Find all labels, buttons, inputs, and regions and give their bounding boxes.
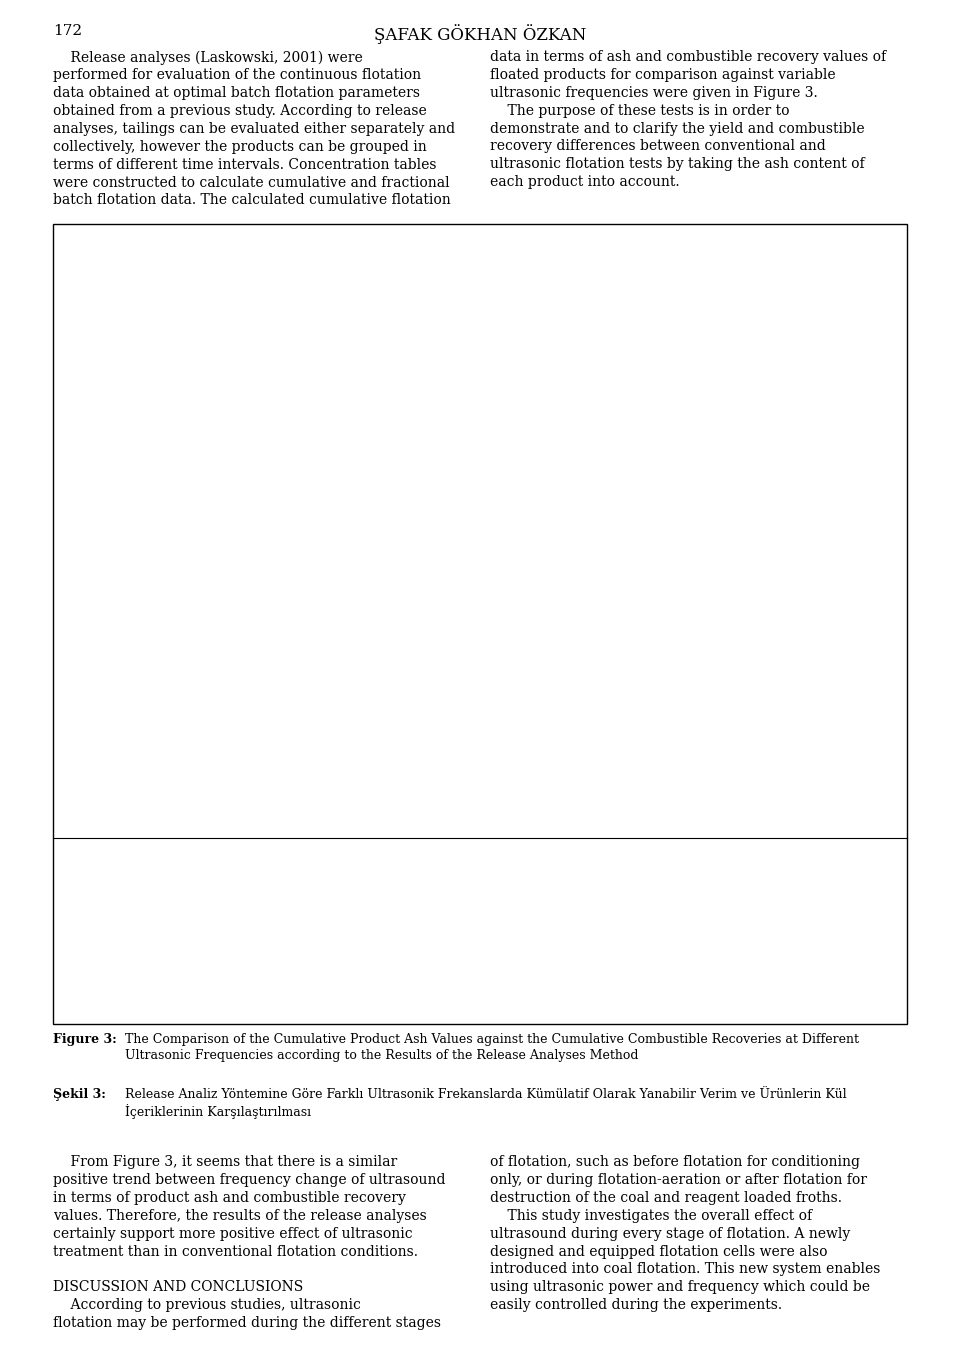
Text: Release analyses (Laskowski, 2001) were
performed for evaluation of the continuo: Release analyses (Laskowski, 2001) were …	[53, 50, 455, 207]
Text: From Figure 3, it seems that there is a similar
positive trend between frequency: From Figure 3, it seems that there is a …	[53, 1155, 445, 1330]
Text: data in terms of ash and combustible recovery values of
floated products for com: data in terms of ash and combustible rec…	[490, 50, 886, 188]
Text: Ultrasound (25 kHz): Ultrasound (25 kHz)	[569, 883, 756, 900]
Y-axis label: Combustible Recovery (%): Combustible Recovery (%)	[94, 441, 109, 644]
Text: The Comparison of the Cumulative Product Ash Values against the Cumulative Combu: The Comparison of the Cumulative Product…	[125, 1033, 859, 1062]
Text: of flotation, such as before flotation for conditioning
only, or during flotatio: of flotation, such as before flotation f…	[490, 1155, 880, 1313]
Text: Ultrasound (40 kHz): Ultrasound (40 kHz)	[177, 982, 364, 999]
Text: Figure 3:: Figure 3:	[53, 1033, 116, 1047]
Text: Ultrasound (25-40 kHz): Ultrasound (25-40 kHz)	[569, 982, 785, 999]
Text: Conventional: Conventional	[177, 883, 298, 900]
X-axis label: Product Ash (%): Product Ash (%)	[443, 862, 594, 880]
Text: 172: 172	[53, 24, 82, 38]
Text: Şekil 3:: Şekil 3:	[53, 1088, 106, 1101]
Text: ŞAFAK GÖKHAN ÖZKAN: ŞAFAK GÖKHAN ÖZKAN	[373, 24, 587, 45]
Text: Release Analiz Yöntemine Göre Farklı Ultrasonik Frekanslarda Kümülatif Olarak Ya: Release Analiz Yöntemine Göre Farklı Ult…	[125, 1088, 847, 1119]
